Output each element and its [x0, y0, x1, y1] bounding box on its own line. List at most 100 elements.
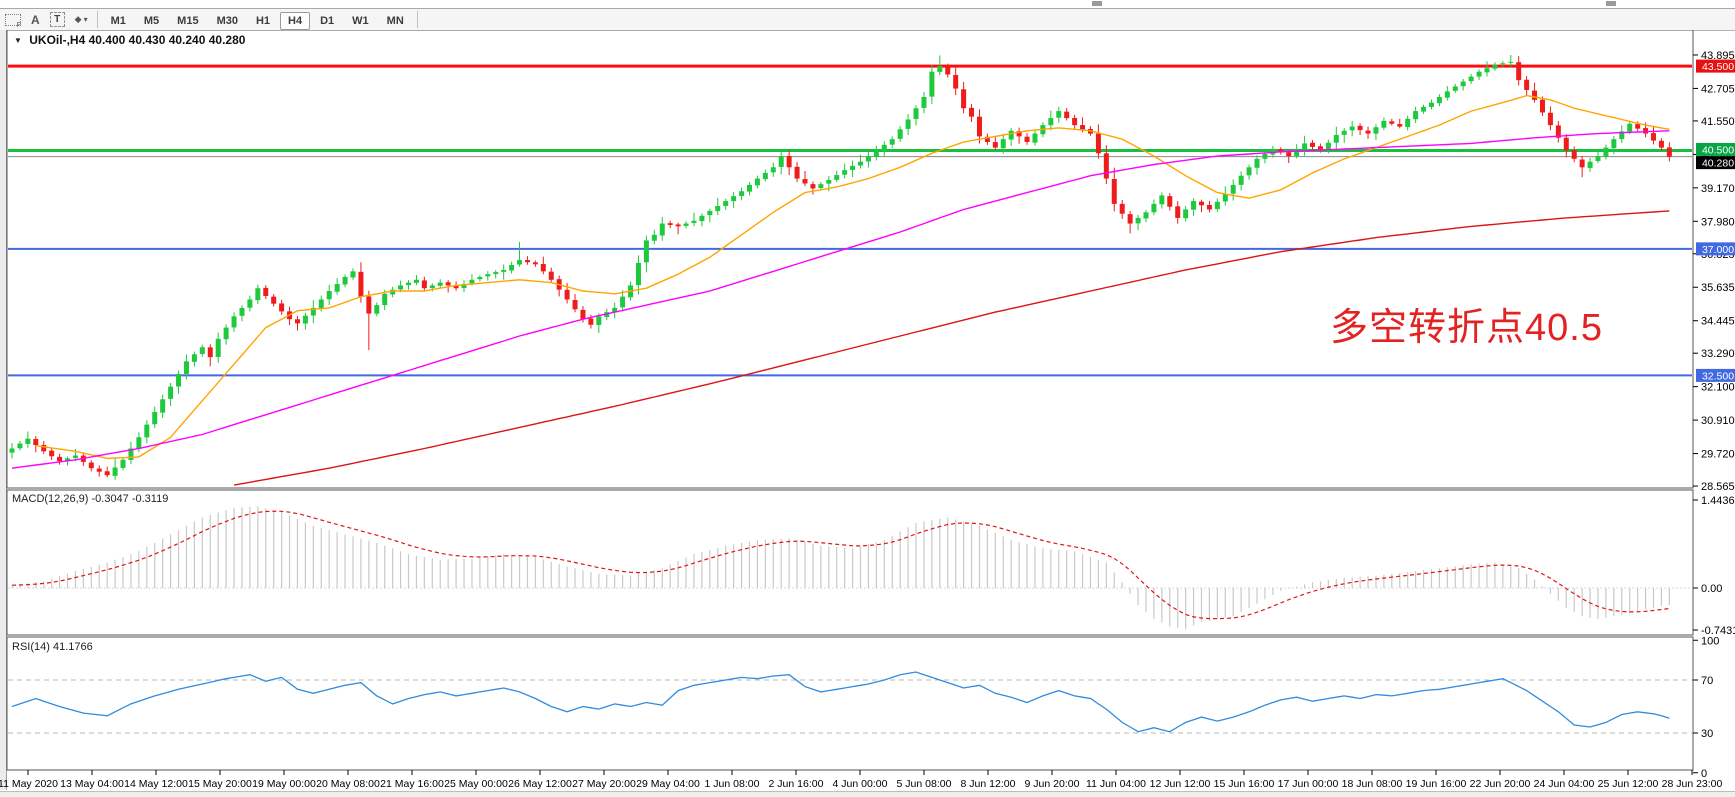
- candle-body-up: [1349, 126, 1355, 131]
- candle-body-up: [937, 66, 943, 72]
- timeframe-button-h1[interactable]: H1: [255, 14, 271, 27]
- candle-body-up: [326, 291, 332, 300]
- price-tick-label: 34.445: [1701, 316, 1735, 328]
- triangle-down-icon[interactable]: ▼: [14, 36, 22, 45]
- candle-body-up: [731, 196, 737, 202]
- time-tick-label: 27 May 20:00: [572, 778, 636, 790]
- chart-title: ▼ UKOil-,H4 40.400 40.430 40.240 40.280: [14, 33, 245, 47]
- time-tick-label: 20 May 08:00: [316, 778, 380, 790]
- candle-body-up: [120, 459, 126, 468]
- candle-body-down: [588, 318, 594, 325]
- ma-slow-red: [233, 210, 1670, 486]
- window-fragment-icon: [1606, 1, 1616, 6]
- candle-body-up: [929, 71, 935, 97]
- candle-body-down: [1524, 79, 1530, 90]
- candle-body-up: [160, 399, 166, 413]
- candle-body-down: [1547, 112, 1553, 126]
- candle-body-up: [762, 172, 768, 180]
- price-badge-40.280: [1696, 156, 1735, 170]
- price-tick-label: 42.705: [1701, 83, 1735, 95]
- candle-body-up: [350, 271, 356, 278]
- candle-body-down: [1516, 62, 1522, 81]
- price-tick-label: 37.980: [1701, 216, 1735, 228]
- candle-body-up: [1135, 217, 1141, 224]
- time-tick-label: 5 Jun 08:00: [897, 778, 952, 790]
- timeframe-button-h4[interactable]: H4: [280, 11, 311, 30]
- candle-body-up: [1421, 106, 1427, 112]
- candle-body-up: [858, 161, 864, 166]
- timeframe-button-d1[interactable]: D1: [320, 14, 335, 27]
- candle-body-up: [1254, 158, 1260, 168]
- candle-body-down: [992, 142, 998, 148]
- time-tick-label: 13 May 04:00: [60, 778, 124, 790]
- candle-body-up: [390, 289, 396, 295]
- candle-body-up: [374, 305, 380, 314]
- grid-f-icon[interactable]: F: [5, 11, 21, 29]
- shapes-tool-icon[interactable]: ◆ ▾: [75, 11, 88, 28]
- candle-body-up: [596, 316, 602, 325]
- time-axis[interactable]: 11 May 2020 13 May 04:00 14 May 12:00 15 Ma…: [0, 770, 1723, 790]
- candle-body-down: [984, 136, 990, 143]
- candle-body-up: [1405, 118, 1411, 128]
- candle-body-up: [406, 282, 411, 286]
- timeframe-button-m5[interactable]: M5: [143, 14, 160, 27]
- main-panel-border: [6, 30, 1694, 489]
- candle-body-down: [524, 260, 530, 263]
- rsi-tick-label: 100: [1701, 635, 1719, 647]
- time-tick-label: 24 Jun 04:00: [1534, 778, 1595, 790]
- candle-body-down: [358, 271, 364, 297]
- candle-body-up: [477, 276, 483, 280]
- time-tick-label: 14 May 12:00: [124, 778, 188, 790]
- candle-body-up: [398, 285, 404, 290]
- candle-body-down: [1365, 130, 1371, 134]
- candle-body-up: [176, 373, 182, 387]
- candle-body-up: [1032, 133, 1038, 143]
- candle-body-up: [826, 179, 832, 184]
- ma-fast-orange: [35, 94, 1670, 460]
- price-pane[interactable]: [8, 54, 1692, 486]
- candle-body-down: [675, 224, 681, 227]
- rsi-pane[interactable]: [8, 671, 1692, 734]
- timeframe-button-m30[interactable]: M30: [216, 14, 238, 27]
- price-tick-label: 28.565: [1701, 481, 1735, 493]
- timeframe-button-w1[interactable]: W1: [352, 14, 369, 27]
- time-tick-label: 21 May 16:00: [380, 778, 444, 790]
- candle-body-up: [501, 269, 507, 272]
- candle-body-up: [318, 299, 324, 309]
- chevron-down-icon[interactable]: ▾: [83, 15, 88, 24]
- candle-body-up: [659, 223, 665, 236]
- time-tick-label: 2 Jun 16:00: [769, 778, 824, 790]
- price-tick-label: 43.895: [1701, 50, 1735, 62]
- candle-body-up: [1151, 203, 1157, 213]
- timeframe-button-m15[interactable]: M15: [177, 14, 199, 27]
- candle-body-down: [572, 299, 578, 310]
- timeframe-button-m1[interactable]: M1: [110, 14, 126, 27]
- candle-body-down: [1658, 140, 1664, 148]
- candle-body-down: [88, 462, 94, 469]
- rsi-panel-border: [6, 636, 1694, 771]
- chart-canvas[interactable]: 43.89542.70541.55040.36039.17037.98036.8…: [0, 30, 1735, 797]
- candle-body-down: [421, 280, 427, 289]
- candle-body-down: [786, 155, 792, 168]
- candle-body-up: [144, 424, 150, 438]
- cursor-a-icon[interactable]: A: [31, 12, 40, 27]
- candle-body-down: [548, 271, 554, 280]
- candle-body-up: [818, 184, 824, 189]
- candle-body-down: [1278, 149, 1284, 153]
- candle-body-up: [921, 97, 927, 108]
- candle-body-down: [1103, 153, 1109, 179]
- candle-body-up: [72, 455, 78, 459]
- price-axis[interactable]: 43.89542.70541.55040.36039.17037.98036.8…: [1693, 50, 1735, 780]
- candle-body-down: [279, 303, 285, 312]
- candle-body-up: [1008, 130, 1014, 140]
- toolbar-separator: [416, 11, 418, 28]
- candle-body-up: [191, 354, 197, 362]
- window-bottom-edge: [0, 791, 1735, 797]
- timeframe-button-mn[interactable]: MN: [386, 14, 404, 27]
- candle-body-up: [1341, 130, 1347, 135]
- candle-body-up: [1413, 111, 1419, 120]
- text-tool-icon[interactable]: T: [49, 11, 65, 28]
- macd-pane[interactable]: [8, 506, 1692, 630]
- candle-body-up: [509, 265, 515, 271]
- candle-body-down: [953, 74, 959, 89]
